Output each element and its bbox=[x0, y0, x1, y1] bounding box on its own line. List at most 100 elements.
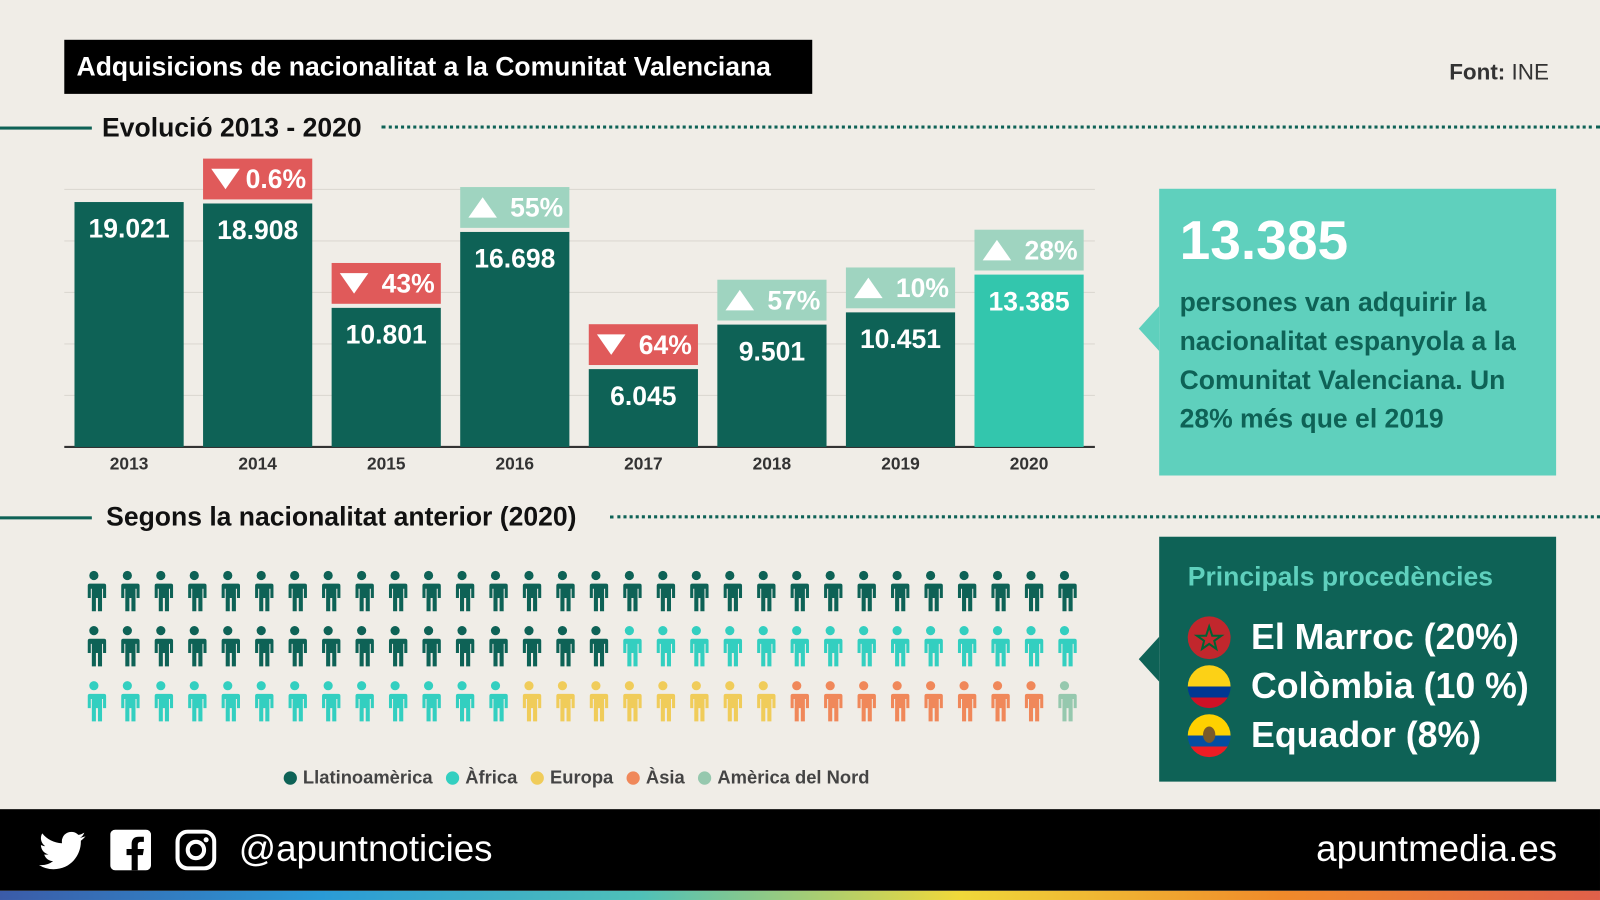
person-icon bbox=[753, 626, 776, 667]
bar-value-label: 13.385 bbox=[989, 286, 1070, 316]
person-icon bbox=[518, 626, 542, 667]
person-icon bbox=[451, 570, 475, 612]
section-line bbox=[0, 126, 92, 130]
origin-label: Equador (8%) bbox=[1251, 715, 1482, 756]
bar-value-label: 10.801 bbox=[346, 320, 427, 350]
legend-item: Amèrica del Nord bbox=[698, 767, 869, 788]
person-icon bbox=[418, 626, 441, 667]
person-icon bbox=[953, 626, 977, 667]
person-icon bbox=[853, 681, 876, 722]
bar-value-label: 9.501 bbox=[739, 336, 806, 366]
origin-label: El Marroc (20%) bbox=[1251, 617, 1519, 658]
person-icon bbox=[351, 626, 374, 667]
person-icon bbox=[920, 626, 943, 667]
social-handle[interactable]: @apuntnoticies bbox=[238, 827, 493, 870]
person-icon bbox=[953, 570, 977, 612]
person-icon bbox=[1020, 681, 1044, 722]
person-icon bbox=[719, 681, 743, 722]
source-label: Font: bbox=[1449, 59, 1506, 85]
arrow-down-icon bbox=[211, 168, 240, 190]
person-icon bbox=[184, 626, 207, 667]
section-line bbox=[0, 516, 92, 520]
callout-number: 13.385 bbox=[1179, 210, 1349, 272]
person-icon bbox=[451, 681, 475, 722]
bar-2014 bbox=[203, 203, 313, 447]
legend: Llatinoamèrica Àfrica Europa Àsia Amèric… bbox=[0, 767, 1153, 788]
person-icon bbox=[251, 570, 274, 612]
person-icon bbox=[585, 626, 609, 667]
callout-text: persones van adquirir la nacionalitat es… bbox=[1179, 286, 1516, 434]
facebook-icon[interactable] bbox=[110, 829, 152, 871]
legend-dot bbox=[283, 771, 297, 785]
bar-2015 bbox=[331, 307, 441, 447]
person-icon bbox=[217, 681, 240, 722]
person-icon bbox=[150, 570, 174, 612]
page-title: Adquisicions de nacionalitat a la Comuni… bbox=[64, 39, 813, 94]
person-icon bbox=[652, 570, 676, 612]
x-tick-label: 2016 bbox=[496, 453, 535, 473]
change-label: 43% bbox=[382, 269, 435, 299]
origins-title: Principals procedències bbox=[1187, 561, 1493, 592]
legend-label: Europa bbox=[549, 767, 614, 788]
person-icon bbox=[552, 681, 575, 722]
twitter-icon[interactable] bbox=[38, 831, 86, 871]
arrow-up-icon bbox=[854, 277, 883, 299]
person-icon bbox=[150, 681, 174, 722]
person-icon bbox=[451, 626, 475, 667]
origins-pointer bbox=[1138, 636, 1160, 682]
bar-value-label: 18.908 bbox=[217, 215, 298, 245]
morocco-flag-icon bbox=[1187, 616, 1231, 660]
person-icon bbox=[217, 570, 240, 612]
person-icon bbox=[920, 570, 943, 612]
website-link[interactable]: apuntmedia.es bbox=[1316, 827, 1558, 870]
legend-item: Llatinoamèrica bbox=[283, 767, 433, 788]
person-icon bbox=[585, 681, 609, 722]
origin-item: Equador (8%) bbox=[1187, 714, 1482, 758]
bar-2016 bbox=[460, 231, 570, 447]
person-icon bbox=[117, 570, 140, 612]
person-icon bbox=[552, 626, 575, 667]
person-icon bbox=[351, 570, 374, 612]
person-icon bbox=[719, 570, 743, 612]
origins-panel: Principals procedències El Marroc (20%) … bbox=[1159, 536, 1557, 782]
person-icon bbox=[786, 626, 809, 667]
legend-label: Amèrica del Nord bbox=[717, 767, 870, 788]
person-icon bbox=[518, 681, 542, 722]
callout-pointer bbox=[1138, 306, 1160, 352]
person-icon bbox=[1054, 626, 1077, 667]
summary-callout: 13.385 persones van adquirir la nacional… bbox=[1159, 188, 1557, 476]
person-icon bbox=[251, 681, 274, 722]
section-title-nationality: Segons la nacionalitat anterior (2020) bbox=[106, 501, 577, 532]
instagram-icon[interactable] bbox=[175, 829, 217, 871]
person-icon bbox=[753, 570, 776, 612]
person-icon bbox=[853, 570, 876, 612]
footer: @apuntnoticies apuntmedia.es bbox=[0, 809, 1600, 891]
person-icon bbox=[886, 570, 910, 612]
person-icon bbox=[83, 681, 107, 722]
arrow-down-icon bbox=[339, 273, 369, 294]
legend-dot bbox=[445, 771, 460, 785]
person-icon bbox=[83, 570, 107, 612]
person-icon bbox=[384, 626, 408, 667]
person-icon bbox=[819, 681, 843, 722]
person-icon bbox=[953, 681, 977, 722]
person-icon bbox=[585, 570, 609, 612]
person-icon bbox=[920, 681, 943, 722]
person-icon bbox=[786, 570, 809, 612]
person-icon bbox=[251, 626, 274, 667]
change-label: 64% bbox=[639, 330, 692, 360]
person-icon bbox=[83, 626, 107, 667]
person-icon bbox=[552, 570, 575, 612]
person-icon bbox=[284, 681, 307, 722]
legend-label: Àsia bbox=[645, 767, 685, 788]
person-icon bbox=[485, 626, 508, 667]
x-tick-label: 2015 bbox=[367, 453, 406, 473]
person-icon bbox=[886, 626, 910, 667]
change-label: 57% bbox=[767, 285, 820, 315]
person-icon bbox=[987, 570, 1010, 612]
arrow-up-icon bbox=[982, 239, 1012, 261]
person-icon bbox=[987, 626, 1010, 667]
person-icon bbox=[418, 570, 441, 612]
origin-item: Colòmbia (10 %) bbox=[1187, 665, 1529, 709]
bar-2018 bbox=[717, 324, 827, 447]
